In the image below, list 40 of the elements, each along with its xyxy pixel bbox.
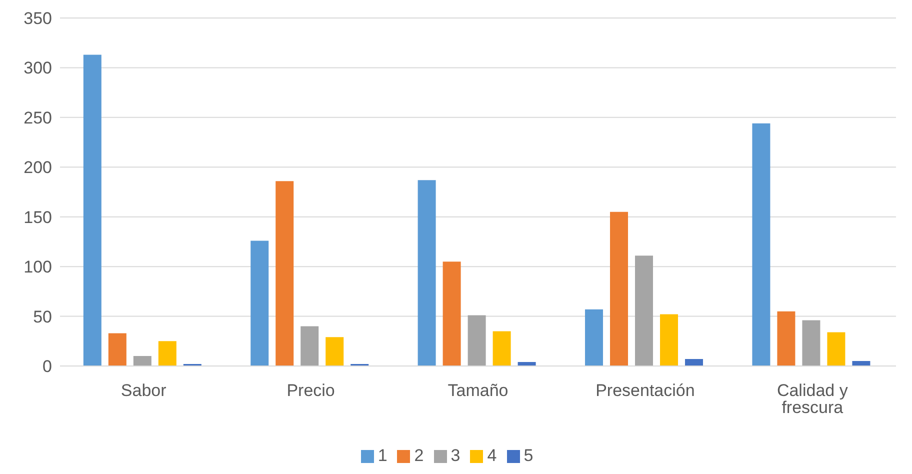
bar <box>468 315 486 366</box>
y-tick-label: 250 <box>24 108 52 128</box>
bar <box>585 309 604 366</box>
y-tick-label: 0 <box>42 357 52 376</box>
bar <box>852 361 870 366</box>
bar <box>158 341 176 366</box>
x-tick-label: Sabor <box>120 381 167 400</box>
x-tick-label: Presentación <box>596 381 695 400</box>
bar <box>752 123 770 366</box>
y-tick-label: 200 <box>24 158 52 178</box>
legend-label: 3 <box>450 446 460 465</box>
bar <box>635 256 654 366</box>
y-tick-label: 300 <box>24 58 52 78</box>
legend-label: 1 <box>378 446 388 465</box>
bar <box>660 314 678 366</box>
y-tick-label: 50 <box>33 307 52 326</box>
legend-label: 2 <box>414 446 424 465</box>
y-tick-label: 150 <box>24 208 52 227</box>
bar <box>276 181 294 366</box>
bar <box>108 333 126 366</box>
bar <box>685 359 704 366</box>
y-tick-label: 100 <box>24 258 52 277</box>
bar <box>610 212 628 366</box>
legend-label: 4 <box>487 446 497 465</box>
bar <box>326 337 344 366</box>
x-tick-label: Calidad y frescura <box>776 381 848 418</box>
bar <box>492 331 511 366</box>
y-tick-label: 350 <box>24 9 52 28</box>
bar <box>777 311 796 366</box>
bar <box>418 180 436 366</box>
bar <box>250 240 269 366</box>
bar <box>802 320 820 366</box>
x-tick-label: Tamaño <box>448 381 508 400</box>
legend-label: 5 <box>524 446 534 465</box>
bar <box>83 54 102 366</box>
bar <box>442 262 461 366</box>
bar <box>133 356 152 366</box>
bar <box>300 326 319 366</box>
bar <box>827 332 846 366</box>
x-tick-label: Precio <box>286 381 335 400</box>
